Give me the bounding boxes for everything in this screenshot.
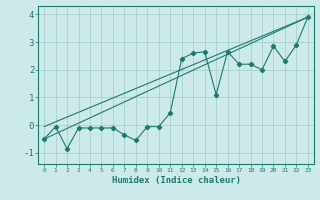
X-axis label: Humidex (Indice chaleur): Humidex (Indice chaleur) [111, 176, 241, 185]
